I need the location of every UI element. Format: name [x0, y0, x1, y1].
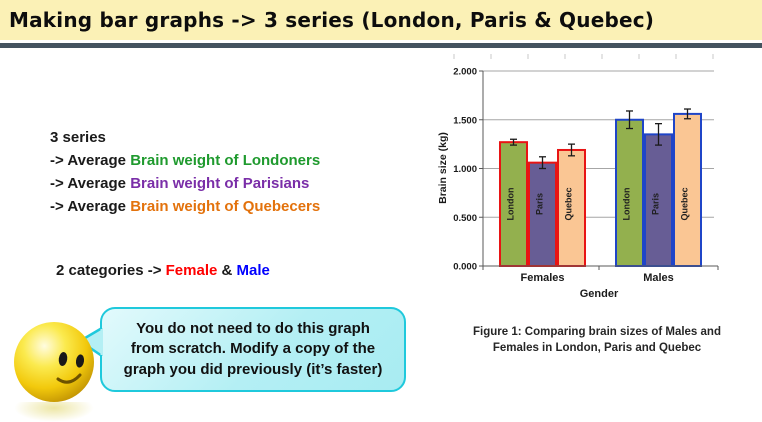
x-category-label: Females [520, 272, 564, 284]
series-heading: 3 series [50, 129, 106, 146]
bar-label: Paris [535, 193, 545, 215]
bar-label: London [506, 188, 516, 221]
y-tick-label: 1.000 [453, 164, 477, 175]
female-label: Female [165, 262, 218, 279]
series-line-london: -> Average Brain weight of Londoners [50, 152, 321, 169]
chart-panel: 0.000 0.500 1.000 1.500 2.000 London Paris Queb… [436, 54, 758, 356]
y-tick-label: 0.500 [453, 213, 477, 224]
bar-label: London [622, 188, 632, 221]
series-line-paris: -> Average Brain weight of Parisians [50, 175, 310, 192]
bar-paris-females [528, 161, 557, 267]
bar-quebec-females [557, 148, 586, 267]
bar-label: Quebec [680, 187, 690, 220]
series-notes: 3 series -> Average Brain weight of Lond… [50, 126, 320, 218]
figure-caption: Figure 1: Comparing brain sizes of Males… [473, 326, 721, 354]
y-tick-label: 1.500 [453, 115, 477, 126]
speech-bubble: You do not need to do this graph from sc… [100, 307, 406, 392]
bar-london-females [499, 141, 528, 267]
y-tick-label: 0.000 [453, 262, 477, 273]
slide-title: Making bar graphs -> 3 series (London, P… [9, 8, 655, 32]
male-label: Male [236, 262, 270, 279]
divider-bar [0, 43, 762, 48]
smiley-reflection [14, 402, 94, 422]
categories-line: 2 categories -> Female & Male [56, 262, 270, 279]
bar-label: Quebec [564, 187, 574, 220]
bar-label: Paris [651, 193, 661, 215]
smiley-icon [14, 322, 94, 402]
bar-chart-svg: 0.000 0.500 1.000 1.500 2.000 London Paris Queb… [437, 54, 719, 300]
title-band: Making bar graphs -> 3 series (London, P… [0, 0, 762, 40]
x-axis-title: Gender [580, 288, 619, 300]
y-axis-title: Brain size (kg) [437, 132, 449, 204]
x-category-label: Males [643, 272, 674, 284]
bubble-text: You do not need to do this graph from sc… [123, 320, 383, 378]
smiley-face [12, 320, 96, 422]
y-tick-label: 2.000 [453, 67, 477, 78]
series-line-quebec: -> Average Brain weight of Quebecers [50, 198, 321, 215]
